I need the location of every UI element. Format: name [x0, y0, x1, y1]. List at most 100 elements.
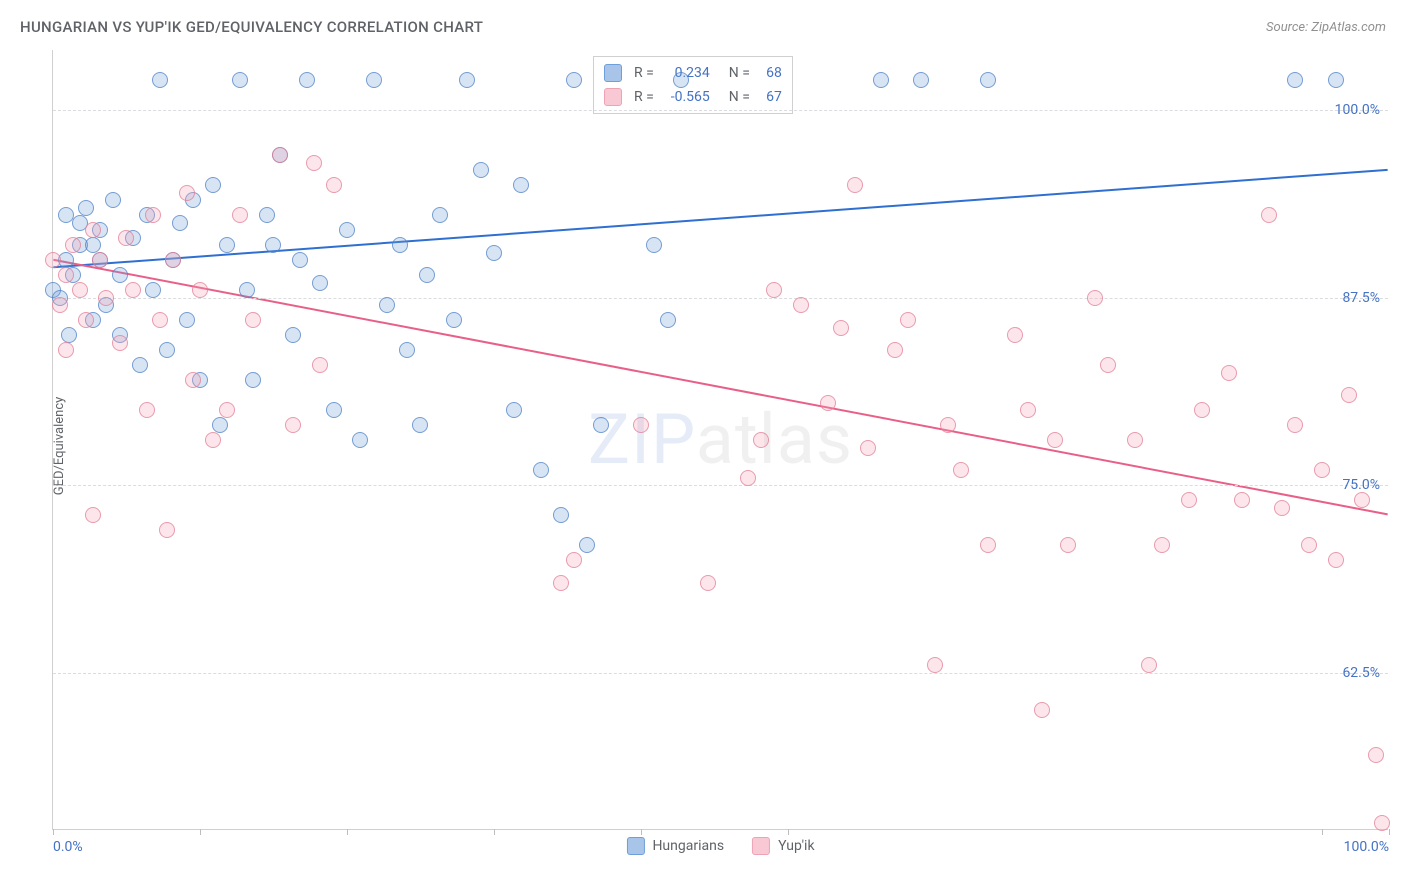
data-point — [219, 402, 235, 418]
data-point — [165, 252, 181, 268]
data-point — [1100, 357, 1116, 373]
data-point — [352, 432, 368, 448]
data-point — [459, 72, 475, 88]
legend-label: Yup'ik — [778, 838, 814, 854]
ytick-label: 75.0% — [1342, 477, 1380, 493]
xtick — [1389, 829, 1390, 835]
data-point — [847, 177, 863, 193]
data-point — [312, 357, 328, 373]
data-point — [205, 177, 221, 193]
data-point — [118, 230, 134, 246]
data-point — [58, 342, 74, 358]
data-point — [45, 252, 61, 268]
legend-swatch — [626, 837, 644, 855]
data-point — [953, 462, 969, 478]
data-point — [272, 147, 288, 163]
ytick-label: 62.5% — [1342, 665, 1380, 681]
watermark: ZIPatlas — [588, 399, 853, 481]
data-point — [419, 267, 435, 283]
data-point — [132, 357, 148, 373]
xtick — [641, 829, 642, 835]
legend-swatch — [604, 88, 622, 106]
stat-value-n: 68 — [758, 65, 782, 81]
data-point — [446, 312, 462, 328]
data-point — [152, 312, 168, 328]
data-point — [292, 252, 308, 268]
data-point — [65, 237, 81, 253]
data-point — [179, 312, 195, 328]
data-point — [145, 207, 161, 223]
stats-box: R =0.234 N =68R =-0.565 N =67 — [593, 56, 793, 114]
data-point — [112, 267, 128, 283]
data-point — [1181, 492, 1197, 508]
data-point — [1020, 402, 1036, 418]
data-point — [172, 215, 188, 231]
data-point — [432, 207, 448, 223]
data-point — [473, 162, 489, 178]
data-point — [820, 395, 836, 411]
stat-label-r: R = — [634, 65, 654, 81]
data-point — [1154, 537, 1170, 553]
stat-value-r: -0.565 — [662, 89, 710, 105]
data-point — [1221, 365, 1237, 381]
chart-title: HUNGARIAN VS YUP'IK GED/EQUIVALENCY CORR… — [20, 18, 483, 36]
data-point — [285, 327, 301, 343]
data-point — [299, 72, 315, 88]
data-point — [326, 402, 342, 418]
data-point — [1287, 72, 1303, 88]
data-point — [913, 72, 929, 88]
legend-item: Hungarians — [626, 837, 724, 855]
data-point — [92, 252, 108, 268]
data-point — [159, 522, 175, 538]
xtick — [1322, 829, 1323, 835]
data-point — [1341, 387, 1357, 403]
data-point — [232, 207, 248, 223]
gridline — [53, 110, 1388, 111]
data-point — [212, 417, 228, 433]
chart-plot-area: ZIPatlas R =0.234 N =68R =-0.565 N =67 H… — [52, 50, 1388, 830]
data-point — [793, 297, 809, 313]
data-point — [566, 552, 582, 568]
data-point — [1354, 492, 1370, 508]
data-point — [232, 72, 248, 88]
data-point — [1141, 657, 1157, 673]
data-point — [887, 342, 903, 358]
data-point — [766, 282, 782, 298]
data-point — [145, 282, 161, 298]
data-point — [1234, 492, 1250, 508]
source-label: Source: ZipAtlas.com — [1266, 20, 1386, 35]
data-point — [245, 372, 261, 388]
data-point — [366, 72, 382, 88]
data-point — [85, 222, 101, 238]
data-point — [740, 470, 756, 486]
data-point — [265, 237, 281, 253]
data-point — [553, 575, 569, 591]
data-point — [52, 297, 68, 313]
data-point — [61, 327, 77, 343]
data-point — [980, 537, 996, 553]
xtick — [788, 829, 789, 835]
data-point — [1087, 290, 1103, 306]
data-point — [646, 237, 662, 253]
data-point — [72, 282, 88, 298]
xtick — [53, 829, 54, 835]
data-point — [285, 417, 301, 433]
data-point — [179, 185, 195, 201]
data-point — [112, 335, 128, 351]
data-point — [1368, 747, 1384, 763]
data-point — [245, 312, 261, 328]
data-point — [78, 312, 94, 328]
xtick — [200, 829, 201, 835]
data-point — [566, 72, 582, 88]
data-point — [312, 275, 328, 291]
data-point — [78, 200, 94, 216]
data-point — [1047, 432, 1063, 448]
data-point — [700, 575, 716, 591]
data-point — [1034, 702, 1050, 718]
data-point — [900, 312, 916, 328]
data-point — [205, 432, 221, 448]
data-point — [1194, 402, 1210, 418]
data-point — [873, 72, 889, 88]
trendline — [53, 170, 1387, 267]
xtick — [347, 829, 348, 835]
